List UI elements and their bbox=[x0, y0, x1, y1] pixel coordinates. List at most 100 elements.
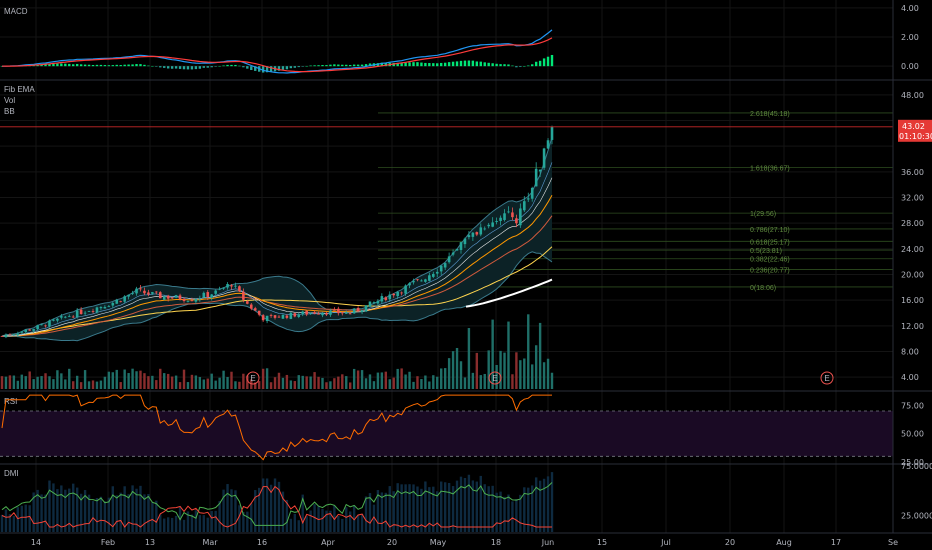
volume-bar bbox=[32, 379, 35, 389]
dmi-pane[interactable]: DMI bbox=[0, 469, 554, 532]
volume-bar bbox=[230, 371, 233, 389]
volume-bar bbox=[341, 374, 344, 389]
volume-bar bbox=[226, 377, 229, 389]
candle-body bbox=[337, 308, 340, 314]
volume-bar bbox=[451, 351, 455, 389]
macd-histogram-bar bbox=[479, 61, 482, 67]
candle-body bbox=[123, 296, 126, 302]
dmi-tick-label: 25.0000 bbox=[901, 511, 932, 520]
volume-bar bbox=[68, 368, 71, 389]
current-price-value: 43.02 bbox=[902, 122, 925, 131]
macd-histogram-bar bbox=[139, 64, 142, 67]
volume-bar bbox=[174, 375, 178, 389]
macd-histogram-bar bbox=[107, 65, 111, 67]
time-axis-label: 17 bbox=[831, 538, 841, 547]
candle-body bbox=[147, 292, 150, 295]
candle-body bbox=[530, 187, 534, 199]
volume-bar bbox=[396, 368, 399, 389]
candle-body bbox=[87, 311, 91, 312]
macd-histogram-bar bbox=[170, 66, 174, 69]
candle-body bbox=[364, 305, 368, 312]
volume-bar bbox=[16, 380, 20, 389]
candle-body bbox=[483, 228, 487, 230]
volume-bar bbox=[107, 371, 111, 389]
macd-histogram-bar bbox=[119, 65, 122, 67]
macd-histogram-bar bbox=[206, 66, 209, 68]
volume-bar bbox=[345, 376, 348, 389]
candle-body bbox=[127, 294, 130, 297]
price-scale[interactable]: 4.00 2.00 0.00 48.00 36.00 32.00 28.00 24.00 20.… bbox=[898, 4, 932, 521]
rsi-pane[interactable]: RSI bbox=[0, 394, 893, 461]
ema-21-line bbox=[1, 195, 553, 337]
candle-body bbox=[249, 304, 253, 309]
candle-body bbox=[475, 232, 479, 235]
candle-body bbox=[253, 308, 257, 311]
macd-histogram-bar bbox=[135, 64, 138, 67]
candle-body bbox=[388, 294, 392, 300]
macd-histogram-bar bbox=[412, 62, 415, 67]
price-tick-label: 24.00 bbox=[901, 245, 924, 254]
macd-label: MACD bbox=[4, 7, 28, 16]
macd-histogram-bar bbox=[305, 65, 308, 67]
candle-body bbox=[487, 224, 490, 227]
bar-countdown: 01:10:30 bbox=[899, 132, 932, 141]
price-tick-label: 20.00 bbox=[901, 271, 924, 280]
candle-body bbox=[356, 308, 360, 312]
macd-histogram-bar bbox=[60, 63, 63, 67]
candle-body bbox=[44, 325, 47, 327]
candle-body bbox=[71, 316, 75, 318]
volume-bar bbox=[364, 378, 368, 389]
volume-bar bbox=[60, 373, 63, 389]
candle-body bbox=[515, 218, 518, 224]
fib-level-label: 0.5(23.81) bbox=[750, 248, 782, 255]
candle-body bbox=[431, 273, 435, 277]
candle-body bbox=[380, 296, 384, 302]
macd-pane[interactable]: MACD bbox=[0, 7, 554, 74]
time-axis-label: 20 bbox=[725, 538, 735, 547]
candle-body bbox=[64, 316, 67, 318]
candle-body bbox=[186, 301, 190, 302]
candle-body bbox=[491, 222, 494, 227]
macd-histogram-bar bbox=[408, 62, 411, 67]
volume-bar bbox=[475, 352, 479, 389]
candle-body bbox=[420, 280, 423, 282]
candle-body bbox=[511, 212, 514, 218]
macd-histogram-bar bbox=[495, 63, 498, 67]
volume-bar bbox=[317, 376, 320, 389]
candle-body bbox=[170, 297, 174, 299]
time-axis-label: 15 bbox=[597, 538, 607, 547]
volume-bar bbox=[325, 382, 328, 389]
macd-histogram-bar bbox=[345, 64, 348, 67]
candle-body bbox=[507, 211, 510, 213]
rsi-tick-label: 75.00 bbox=[901, 401, 924, 410]
macd-histogram-bar bbox=[99, 64, 103, 67]
candle-body bbox=[451, 252, 455, 255]
fib-level-label: 0.236(20.77) bbox=[750, 268, 790, 275]
macd-histogram-bar bbox=[325, 65, 328, 67]
volume-bar bbox=[170, 376, 174, 389]
candle-body bbox=[131, 293, 134, 294]
candle-body bbox=[155, 291, 158, 293]
time-axis[interactable]: 14 Feb 13 Mar 16 Apr 20 May 18 Jun 15 Jul 20 Aug 17 Se bbox=[31, 538, 898, 547]
candle-body bbox=[210, 294, 214, 298]
fib-ema-label: Fib EMA bbox=[4, 85, 35, 94]
volume-bar bbox=[416, 376, 419, 389]
candle-body bbox=[151, 292, 154, 294]
macd-histogram-bar bbox=[527, 65, 530, 67]
candle-body bbox=[52, 319, 55, 321]
volume-bar bbox=[119, 382, 122, 389]
fib-level-label: 1(29.56) bbox=[750, 211, 776, 218]
volume-bar bbox=[352, 368, 356, 389]
macd-histogram-bar bbox=[487, 62, 490, 67]
candle-body bbox=[48, 320, 51, 327]
price-pane[interactable]: Fib EMA Vol BB 2.618(45.18) 1.618(36.67) 1… bbox=[0, 85, 893, 389]
candle-body bbox=[111, 303, 115, 306]
earnings-marker-label: E bbox=[250, 374, 255, 383]
macd-histogram-bar bbox=[64, 63, 67, 67]
macd-histogram-bar bbox=[443, 62, 447, 67]
candle-body bbox=[234, 285, 237, 287]
macd-histogram-bar bbox=[246, 66, 249, 69]
macd-histogram-bar bbox=[428, 63, 431, 67]
macd-histogram-bar bbox=[416, 62, 419, 67]
